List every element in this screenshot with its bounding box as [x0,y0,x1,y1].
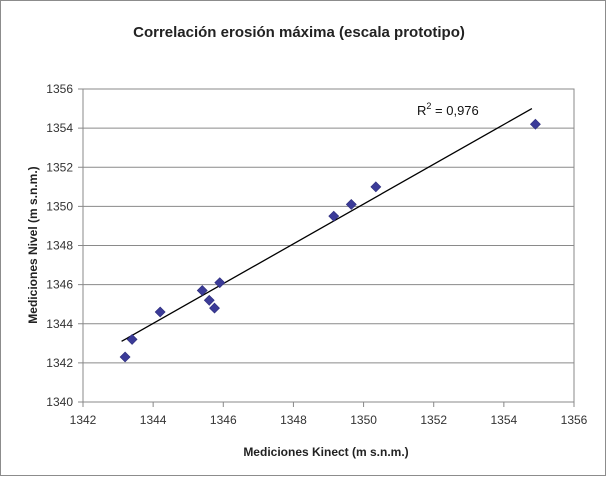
data-point [529,118,541,130]
y-axis-label: Mediciones Nivel (m s.n.m.) [26,166,40,323]
trendline [121,107,533,342]
data-point [328,210,340,222]
data-point [209,302,220,314]
x-tick-label: 1346 [210,413,237,427]
data-point [345,198,357,210]
x-axis-label: Mediciones Kinect (m s.n.m.) [243,445,408,459]
chart-title: Correlación erosión máxima (escala proto… [133,24,465,41]
x-axis-ticks: 1342 1344 1346 1348 1350 1352 1354 1356 [70,402,588,427]
x-tick-label: 1356 [561,413,588,427]
y-tick-label: 1342 [46,356,73,370]
y-tick-label: 1340 [46,395,73,409]
r-squared-annotation: R2 = 0,976 [417,101,479,118]
y-tick-label: 1348 [46,239,73,253]
data-point [203,294,215,306]
r-value: = 0,976 [431,103,478,118]
data-point [119,351,131,363]
x-tick-label: 1350 [350,413,377,427]
y-tick-label: 1352 [46,160,73,174]
data-points [119,118,541,363]
r-label: R [417,103,426,118]
y-axis-ticks: 1340 1342 1344 1346 1348 1350 1352 1354 1356 [46,82,83,409]
x-tick-label: 1348 [280,413,307,427]
y-tick-label: 1350 [46,199,73,213]
x-tick-label: 1342 [70,413,97,427]
y-tick-label: 1354 [46,121,73,135]
data-point [214,277,226,289]
x-tick-label: 1352 [420,413,447,427]
x-tick-label: 1354 [491,413,518,427]
y-tick-label: 1344 [46,317,73,331]
y-tick-label: 1356 [46,82,73,96]
data-point [154,306,166,318]
x-tick-label: 1344 [140,413,167,427]
y-tick-label: 1346 [46,278,73,292]
data-point [196,285,208,296]
r-superscript: 2 [426,101,431,111]
data-point [126,333,138,345]
data-point [370,181,382,193]
gridlines [83,88,574,403]
